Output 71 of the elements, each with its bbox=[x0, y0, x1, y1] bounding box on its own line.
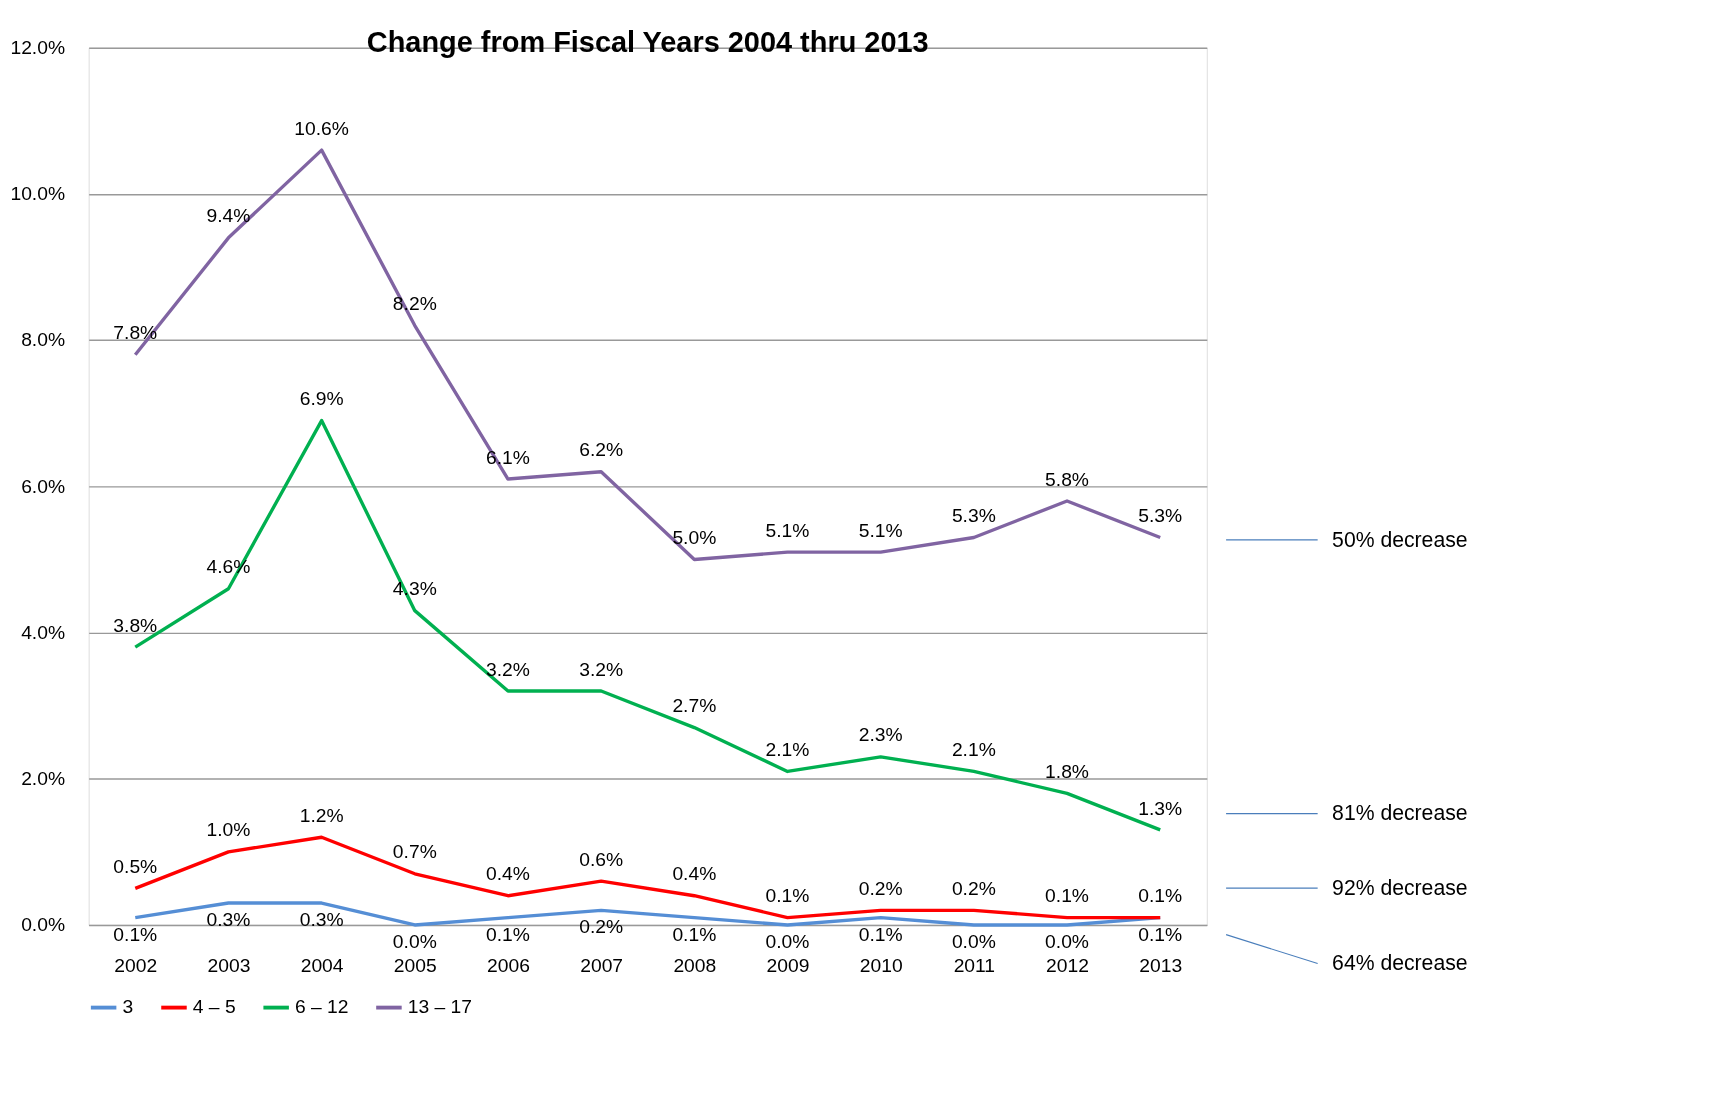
x-tick-label: 2009 bbox=[766, 954, 810, 976]
legend-label: 13 – 17 bbox=[407, 996, 473, 1018]
data-label: 2.3% bbox=[858, 724, 903, 746]
y-tick-label: 10.0% bbox=[10, 183, 66, 205]
data-label: 0.0% bbox=[765, 931, 810, 953]
data-label: 0.2% bbox=[579, 916, 624, 938]
data-label: 0.7% bbox=[392, 841, 437, 863]
data-label: 5.1% bbox=[858, 519, 903, 541]
data-label: 5.3% bbox=[1138, 505, 1183, 527]
y-tick-label: 4.0% bbox=[21, 621, 66, 643]
x-tick-label: 2011 bbox=[953, 954, 996, 976]
data-label: 0.0% bbox=[392, 931, 437, 953]
data-label: 1.2% bbox=[299, 804, 344, 826]
x-tick-label: 2012 bbox=[1046, 954, 1089, 976]
legend-label: 4 – 5 bbox=[192, 996, 236, 1018]
data-label: 0.1% bbox=[765, 885, 810, 907]
data-label: 0.1% bbox=[486, 923, 530, 945]
x-tick-label: 2006 bbox=[487, 954, 530, 976]
x-tick-label: 2010 bbox=[859, 954, 903, 976]
text: 81% decrease bbox=[1332, 801, 1468, 825]
data-label: 3.2% bbox=[579, 658, 624, 680]
data-label: 0.5% bbox=[113, 855, 158, 877]
data-label: 1.8% bbox=[1045, 760, 1089, 782]
data-label: 9.4% bbox=[206, 205, 251, 227]
text: 64% decrease bbox=[1332, 951, 1468, 975]
data-label: 1.0% bbox=[206, 819, 251, 841]
y-tick-label: 6.0% bbox=[21, 475, 66, 497]
data-label: 0.2% bbox=[858, 877, 903, 899]
x-tick-label: 2004 bbox=[300, 954, 344, 976]
data-label: 2.7% bbox=[672, 695, 717, 717]
data-label: 0.4% bbox=[672, 863, 717, 885]
data-label: 0.6% bbox=[579, 848, 624, 870]
data-label: 6.2% bbox=[579, 439, 624, 461]
text: 92% decrease bbox=[1332, 875, 1468, 899]
data-label: 0.4% bbox=[486, 863, 530, 885]
data-label: 0.1% bbox=[858, 923, 903, 945]
y-tick-label: 0.0% bbox=[21, 914, 66, 936]
x-tick-label: 2002 bbox=[114, 954, 158, 976]
data-label: 0.0% bbox=[1045, 931, 1089, 953]
x-tick-label: 2003 bbox=[207, 954, 251, 976]
data-label: 3.2% bbox=[486, 658, 530, 680]
data-label: 0.1% bbox=[1138, 923, 1183, 945]
x-tick-label: 2007 bbox=[580, 954, 624, 976]
y-tick-label: 2.0% bbox=[21, 768, 66, 790]
data-label: 3.8% bbox=[113, 614, 158, 636]
data-label: 2.1% bbox=[765, 739, 810, 761]
data-label: 0.1% bbox=[672, 923, 717, 945]
data-label: 5.1% bbox=[765, 519, 810, 541]
chart-title: Change from Fiscal Years 2004 thru 2013 bbox=[366, 25, 929, 58]
data-label: 5.0% bbox=[672, 527, 717, 549]
legend-label: 6 – 12 bbox=[294, 996, 349, 1018]
data-label: 1.3% bbox=[1138, 797, 1183, 819]
data-label: 0.1% bbox=[113, 923, 158, 945]
data-label: 0.1% bbox=[1045, 885, 1089, 907]
data-label: 0.1% bbox=[1138, 885, 1183, 907]
data-label: 0.3% bbox=[299, 909, 344, 931]
data-label: 2.1% bbox=[951, 739, 996, 761]
data-label: 0.2% bbox=[951, 877, 996, 899]
text: 50% decrease bbox=[1332, 527, 1468, 551]
data-label: 10.6% bbox=[294, 117, 349, 139]
x-tick-label: 2013 bbox=[1139, 954, 1183, 976]
y-tick-label: 12.0% bbox=[10, 37, 66, 59]
y-tick-label: 8.0% bbox=[21, 329, 66, 351]
data-label: 5.8% bbox=[1045, 468, 1089, 490]
x-tick-label: 2008 bbox=[673, 954, 717, 976]
data-label: 5.3% bbox=[951, 505, 996, 527]
data-label: 0.3% bbox=[206, 909, 251, 931]
data-label: 6.9% bbox=[299, 388, 344, 410]
data-label: 0.0% bbox=[951, 931, 996, 953]
x-tick-label: 2005 bbox=[393, 954, 437, 976]
legend-label: 3 bbox=[122, 996, 134, 1018]
